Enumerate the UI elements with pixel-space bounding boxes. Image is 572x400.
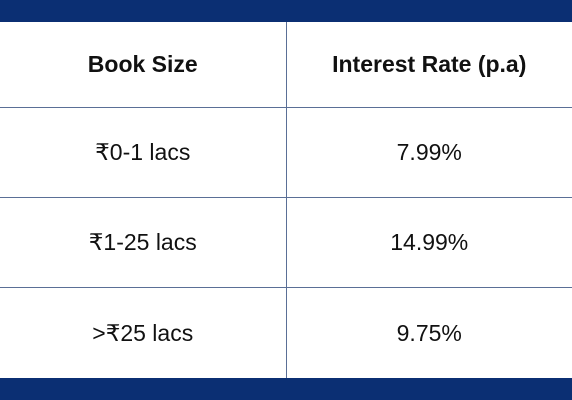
interest-rate-cell: 9.75% [396,319,462,346]
table-row: >₹25 lacs 9.75% [0,287,572,378]
book-size-cell: >₹25 lacs [0,287,287,378]
bottom-accent-bar [0,378,572,400]
table-header-row: Book Size Interest Rate (p.a) [0,22,572,108]
interest-rate-cell: 14.99% [286,197,572,288]
book-size-cell: ₹1-25 lacs [0,197,287,288]
header-interest-rate: Interest Rate (p.a) [286,22,572,108]
table-row: ₹1-25 lacs 14.99% [0,197,572,288]
table-row: ₹0-1 lacs 7.99% [0,107,572,198]
header-book-size: Book Size [0,22,287,108]
top-accent-bar [0,0,572,22]
interest-rate-table: Book Size Interest Rate (p.a) ₹0-1 lacs … [0,22,572,378]
interest-rate-cell: 7.99% [286,107,572,198]
book-size-cell: ₹0-1 lacs [0,107,287,198]
